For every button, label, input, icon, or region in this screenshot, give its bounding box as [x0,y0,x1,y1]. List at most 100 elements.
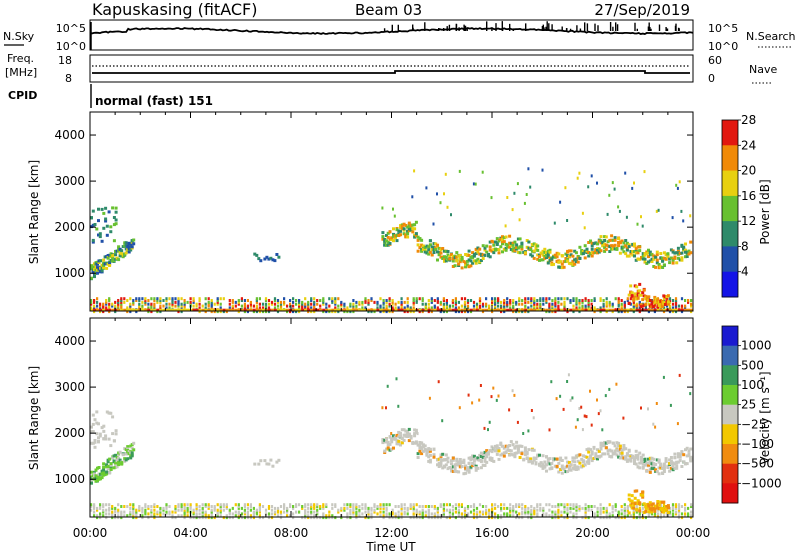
echo-cell [538,462,541,466]
echo-cell [105,299,108,302]
echo-cell [412,516,415,520]
echo-cell [322,300,325,304]
echo-cell [572,310,575,314]
echo-cell [638,308,642,311]
echo-cell [276,510,280,514]
echo-cell [647,251,650,255]
echo-cell [457,310,460,314]
echo-cell [370,508,373,512]
echo-cell [566,508,569,512]
echo-cell [671,508,675,512]
echo-cell [542,299,545,302]
echo-cell [454,302,457,306]
echo-cell [400,505,403,508]
echo-cell [174,300,177,304]
y-tick-label: 2000 [54,220,85,234]
echo-cell [270,302,274,306]
echo-cell [186,300,189,304]
echo-cell [258,306,261,310]
echo-cell [635,306,638,310]
echo-cell [436,258,439,262]
echo-cell [304,510,307,514]
echo-cell [386,440,390,444]
echo-cell [640,256,643,259]
echo-cell [469,259,473,263]
echo-cell [485,510,488,514]
echo-cell [201,508,204,512]
echo-cell [606,212,609,216]
echo-cell [640,455,643,459]
echo-cell [204,310,207,314]
echo-cell [427,245,431,249]
echo-cell [593,306,596,310]
echo-cell [120,308,124,311]
echo-cell [623,308,627,311]
echo-cell [656,514,659,518]
echo-cell [192,308,196,311]
echo-cell [571,396,574,400]
echo-cell [180,508,183,512]
echo-cell [497,300,500,304]
echo-cell [273,510,277,514]
echo-cell [525,452,529,456]
echo-cell [629,457,633,461]
echo-cell [494,516,497,520]
echo-cell [662,308,666,311]
echo-cell [118,251,122,255]
station-title: Kapuskasing (fitACF) [92,0,257,19]
echo-cell [451,308,455,311]
echo-cell [275,460,279,464]
echo-cell [575,302,578,306]
echo-cell [255,297,258,301]
echo-cell [576,467,580,471]
echo-cell [418,308,422,311]
echo-cell [258,506,261,510]
echo-cell [425,453,429,457]
echo-cell [463,308,467,311]
echo-cell [99,506,102,510]
echo-cell [349,304,352,308]
echo-cell [560,254,564,258]
echo-cell [610,238,614,242]
echo-cell [666,252,670,256]
echo-cell [310,299,313,302]
colorbar-frame [721,119,739,298]
echo-cell [127,250,131,254]
echo-cell [111,304,114,308]
echo-cell [415,512,418,516]
echo-cell [279,300,283,304]
echo-cell [550,257,554,261]
echo-cell [441,257,445,260]
echo-cell [186,510,189,514]
echo-cell [634,258,638,262]
echo-cell [90,306,93,310]
echo-cell [605,506,608,510]
echo-cell [491,310,494,314]
echo-cell [183,508,186,512]
echo-cell [536,304,539,308]
echo-cell [483,450,487,454]
echo-cell [460,266,464,270]
echo-cell [90,503,93,507]
echo-cell [533,512,536,516]
echo-cell [518,218,521,222]
echo-cell [458,260,462,264]
echo-cell [676,460,680,464]
echo-cell [677,508,681,512]
echo-cell [576,260,580,264]
echo-cell [590,254,594,258]
echo-cell [471,251,475,255]
echo-cell [524,299,527,302]
echo-cell [98,235,102,239]
echo-cell [495,237,499,241]
echo-cell [460,255,464,259]
echo-cell [536,248,540,252]
echo-cell [153,516,156,520]
echo-cell [641,506,644,510]
echo-cell [379,505,382,508]
echo-cell [439,453,443,457]
echo-cell [497,299,500,302]
echo-cell [503,310,506,314]
echo-cell [409,503,412,507]
